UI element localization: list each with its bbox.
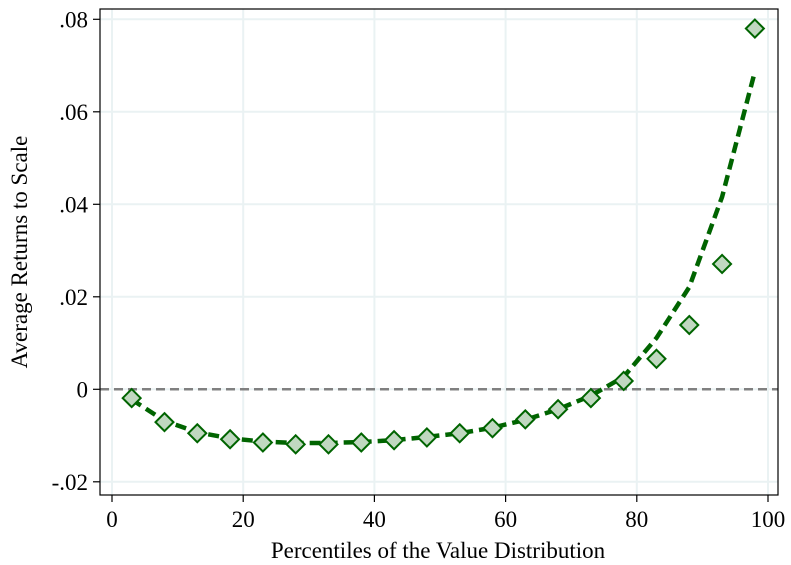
y-axis: -.02 0 .02 .04 .06 .08 bbox=[52, 7, 100, 495]
y-tick-label: 0 bbox=[77, 377, 89, 402]
grid bbox=[100, 9, 778, 495]
data-point bbox=[482, 417, 503, 439]
data-point bbox=[580, 387, 602, 409]
x-tick-label: 80 bbox=[625, 507, 648, 532]
x-tick-label: 20 bbox=[232, 507, 255, 532]
y-tick-label: .08 bbox=[59, 7, 88, 32]
x-tick-label: 40 bbox=[363, 507, 386, 532]
data-point bbox=[678, 314, 700, 336]
data-point bbox=[449, 422, 471, 444]
x-tick-label: 100 bbox=[751, 507, 786, 532]
x-axis: 0 20 40 60 80 100 bbox=[106, 495, 785, 532]
x-tick-label: 0 bbox=[106, 507, 118, 532]
data-point bbox=[383, 429, 405, 451]
data-point bbox=[711, 253, 733, 275]
data-point bbox=[744, 18, 766, 39]
data-point bbox=[547, 398, 569, 420]
data-point bbox=[219, 428, 241, 450]
y-axis-label: Average Returns to Scale bbox=[7, 136, 32, 369]
data-point bbox=[416, 426, 438, 448]
x-tick-label: 60 bbox=[494, 507, 517, 532]
y-tick-label: -.02 bbox=[52, 470, 88, 495]
data-point bbox=[350, 432, 372, 453]
y-tick-label: .06 bbox=[59, 100, 88, 125]
data-point bbox=[252, 432, 274, 453]
y-tick-label: .02 bbox=[59, 285, 88, 310]
data-point bbox=[186, 422, 208, 444]
data-point bbox=[613, 370, 635, 392]
y-tick-label: .04 bbox=[59, 192, 88, 217]
data-point bbox=[646, 348, 667, 370]
plot-frame bbox=[99, 8, 779, 496]
x-axis-label: Percentiles of the Value Distribution bbox=[271, 538, 606, 563]
data-point bbox=[285, 433, 307, 455]
data-point bbox=[514, 408, 536, 430]
series bbox=[121, 18, 766, 455]
data-point bbox=[318, 433, 339, 455]
data-point bbox=[154, 411, 175, 433]
data-point bbox=[121, 387, 143, 409]
